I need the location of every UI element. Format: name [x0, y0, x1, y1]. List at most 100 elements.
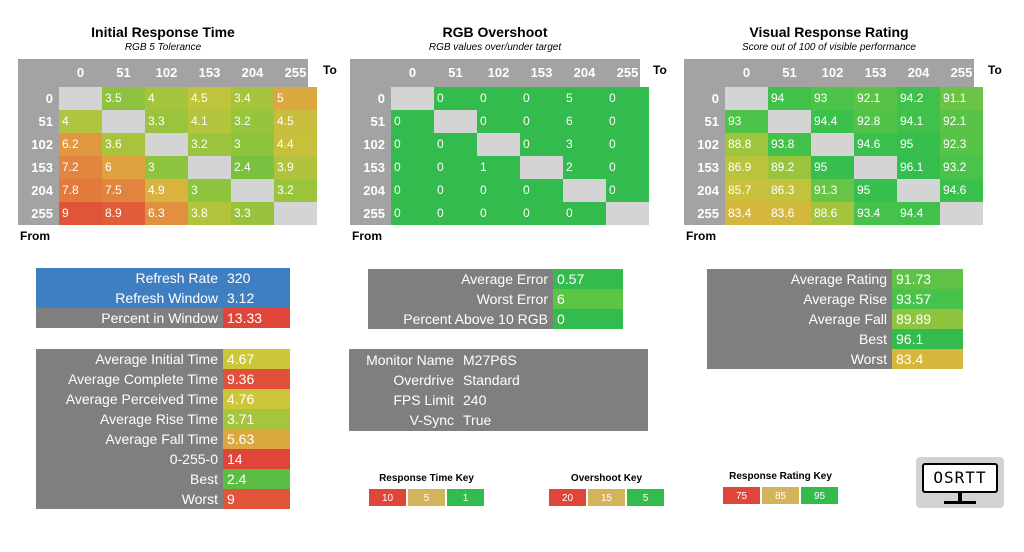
heatmap-grid: 0 51 102 153 204 255 0 94 93 92.1 94.2 91.1 51 93 94.4…	[684, 59, 983, 225]
from-axis-label: From	[352, 229, 382, 243]
chart-subtitle: Score out of 100 of visible performance	[742, 42, 916, 53]
stat-label: Average Fall Time	[36, 429, 223, 449]
heatmap-cell-empty	[434, 110, 477, 133]
heatmap-cell: 93.8	[768, 133, 811, 156]
heatmap-cell: 3.3	[231, 202, 274, 225]
heatmap-cell: 94.4	[897, 202, 940, 225]
key-cell: 20	[548, 488, 587, 507]
heatmap-cell: 3.5	[102, 87, 145, 110]
heatmap-cell: 0	[520, 110, 563, 133]
stat-value: 6	[553, 289, 623, 309]
to-axis-label: To	[988, 63, 1002, 77]
from-axis-label: From	[20, 229, 50, 243]
row-header: 255	[697, 206, 719, 221]
heatmap-cell-empty	[274, 202, 317, 225]
stat-row: Best 96.1	[707, 329, 963, 349]
heatmap-cell: 4.1	[188, 110, 231, 133]
overshoot-stats-box: Average Error 0.57 Worst Error 6 Percent Abo…	[368, 269, 623, 329]
chart-subtitle: RGB values over/under target	[428, 42, 562, 53]
stat-label: V-Sync	[409, 412, 454, 428]
from-axis-label: From	[686, 229, 716, 243]
row-header: 204	[363, 183, 385, 198]
heatmap-cell: 0	[606, 156, 649, 179]
heatmap-cell: 5	[563, 87, 606, 110]
key-title: Response Rating Key	[729, 471, 832, 482]
column-header: 0	[408, 65, 417, 80]
stat-value: 3.71	[223, 409, 290, 429]
column-header: 255	[616, 65, 639, 80]
heatmap-cell-empty	[59, 87, 102, 110]
stat-label: Average Fall	[707, 309, 892, 329]
heatmap-cell: 0	[477, 179, 520, 202]
stat-value: 93.57	[892, 289, 963, 309]
key-cell: 5	[407, 488, 446, 507]
heatmap-cell: 0	[434, 87, 477, 110]
column-header: 255	[950, 65, 973, 80]
row-header: 51	[38, 114, 53, 129]
heatmap-cell: 91.3	[811, 179, 854, 202]
key-cell: 5	[626, 488, 665, 507]
heatmap-cell: 4.9	[145, 179, 188, 202]
response-time-key: Response Time Key 10 5 1	[368, 473, 485, 509]
stat-row: Monitor Name M27P6S	[349, 350, 648, 370]
column-header: 153	[530, 65, 553, 80]
heatmap-cell-empty	[606, 202, 649, 225]
heatmap-cell: 92.8	[854, 110, 897, 133]
row-header: 153	[31, 160, 53, 175]
row-header: 51	[704, 114, 719, 129]
stat-label: Percent in Window	[36, 308, 223, 328]
stat-label: Percent Above 10 RGB	[368, 309, 553, 329]
stat-value: 2.4	[223, 469, 290, 489]
heatmap-cell: 0	[391, 202, 434, 225]
heatmap-cell: 3.9	[274, 156, 317, 179]
heatmap-cell: 0	[434, 202, 477, 225]
heatmap-cell: 6.2	[59, 133, 102, 156]
heatmap-cell: 0	[391, 133, 434, 156]
heatmap-cell: 95	[854, 179, 897, 202]
heatmap-cell: 83.6	[768, 202, 811, 225]
stat-label: Worst	[707, 349, 892, 369]
stat-row: Average Fall Time 5.63	[36, 429, 290, 449]
stat-label: Refresh Window	[36, 288, 223, 308]
heatmap-cell: 2	[563, 156, 606, 179]
heatmap-cell: 3.4	[231, 87, 274, 110]
monitor-info-box: Monitor Name M27P6S Overdrive Standard FPS L…	[349, 349, 648, 431]
stat-value: 5.63	[223, 429, 290, 449]
heatmap-cell: 92.3	[940, 133, 983, 156]
heatmap-cell: 3.2	[274, 179, 317, 202]
heatmap-grid: 0 51 102 153 204 255 0 0 0 0 5 0 51 0 0 0 6 0 102 0 0 0 3 0 153 0…	[350, 59, 649, 225]
heatmap-cell-empty	[520, 156, 563, 179]
heatmap-cell: 94.4	[811, 110, 854, 133]
heatmap-cell: 94.1	[897, 110, 940, 133]
stat-value: 96.1	[892, 329, 963, 349]
stat-value: 9	[223, 489, 290, 509]
heatmap-cell: 94	[768, 87, 811, 110]
row-header: 0	[377, 91, 385, 106]
logo-base	[944, 501, 976, 504]
heatmap-cell: 0	[391, 179, 434, 202]
stat-row: Worst 83.4	[707, 349, 963, 369]
stat-label: Average Perceived Time	[36, 389, 223, 409]
heatmap-cell-empty	[725, 87, 768, 110]
heatmap-cell-empty	[563, 179, 606, 202]
column-header: 204	[241, 65, 264, 80]
row-header: 255	[31, 206, 53, 221]
heatmap-cell: 3	[145, 156, 188, 179]
heatmap-cell: 0	[434, 133, 477, 156]
stat-value: 83.4	[892, 349, 963, 369]
stat-row: FPS Limit 240	[349, 390, 648, 410]
heatmap-cell: 6.3	[145, 202, 188, 225]
row-header: 153	[363, 160, 385, 175]
heatmap-cell: 0	[391, 110, 434, 133]
heatmap-cell: 93.2	[940, 156, 983, 179]
heatmap-cell: 93	[725, 110, 768, 133]
heatmap-cell: 7.8	[59, 179, 102, 202]
heatmap-cell: 3.3	[145, 110, 188, 133]
heatmap-cell: 0	[520, 202, 563, 225]
heatmap-cell: 7.5	[102, 179, 145, 202]
heatmap-cell-empty	[102, 110, 145, 133]
heatmap-cell: 0	[606, 110, 649, 133]
heatmap-cell: 1	[477, 156, 520, 179]
heatmap-cell-empty	[768, 110, 811, 133]
overshoot-key: Overshoot Key 20 15 5	[548, 473, 665, 509]
